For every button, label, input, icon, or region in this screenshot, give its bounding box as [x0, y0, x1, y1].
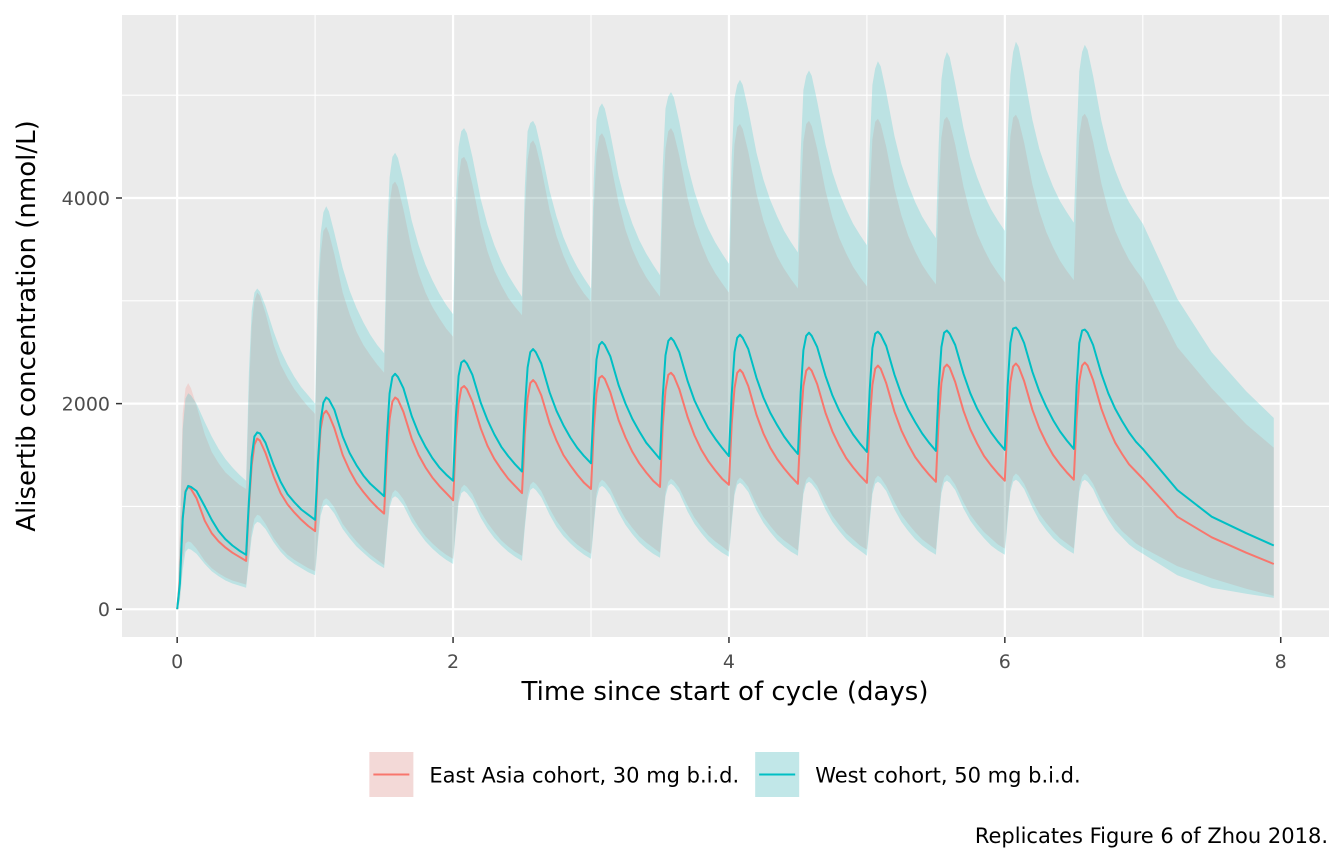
series-lines: [176, 326, 1275, 610]
x-tick-label: 6: [999, 651, 1011, 673]
line-series-1: [176, 326, 1275, 610]
y-tick-label: 2000: [62, 394, 110, 416]
legend-label: West cohort, 50 mg b.i.d.: [815, 764, 1080, 788]
axis-ticks: [116, 197, 1282, 643]
x-tick-label: 2: [447, 651, 459, 673]
ribbon-series-0: [177, 113, 1274, 610]
legend-label: East Asia cohort, 30 mg b.i.d.: [429, 764, 739, 788]
ribbons: [177, 41, 1274, 610]
minor-gridlines: [122, 15, 1329, 637]
plot-background: [122, 15, 1329, 637]
caption: Replicates Figure 6 of Zhou 2018.: [975, 824, 1328, 848]
legend: East Asia cohort, 30 mg b.i.d. West cohor…: [369, 752, 1081, 797]
x-tick-label: 8: [1275, 651, 1287, 673]
line-series-0: [176, 361, 1275, 610]
y-tick-label: 4000: [62, 188, 110, 210]
tick-labels: 0 2 4 6 8 0 2000 4000: [62, 188, 1287, 673]
ribbon-series-1: [177, 41, 1274, 610]
y-axis-title: Alisertib concentration (nmol/L): [12, 120, 42, 531]
x-tick-label: 4: [723, 651, 735, 673]
x-tick-label: 0: [171, 651, 183, 673]
x-axis-title: Time since start of cycle (days): [521, 677, 929, 707]
y-tick-label: 0: [98, 599, 110, 621]
